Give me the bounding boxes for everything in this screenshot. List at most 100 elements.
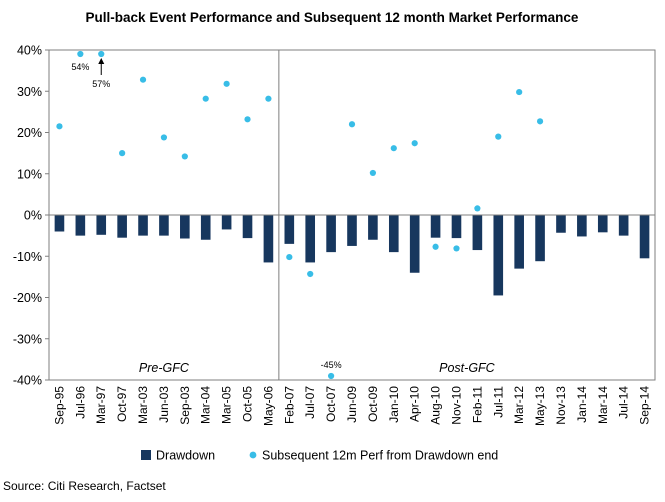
x-tick-label: Jun-09	[345, 386, 359, 423]
x-tick-label: Jul-07	[303, 386, 317, 419]
bar-drawdown	[493, 215, 504, 296]
x-tick-label: Sep-03	[178, 386, 192, 425]
x-tick-label: Feb-11	[470, 386, 484, 423]
x-tick-label: Oct-09	[366, 386, 380, 422]
annotation-label: -45%	[321, 360, 342, 370]
x-tick-label: May-06	[261, 386, 275, 426]
x-tick-label: Apr-10	[408, 386, 422, 422]
chart-title: Pull-back Event Performance and Subseque…	[86, 10, 579, 25]
x-tick-label: Aug-10	[429, 386, 443, 425]
x-tick-label: Jan-10	[387, 386, 401, 423]
bar-drawdown	[535, 215, 545, 262]
x-tick-label: Jul-96	[73, 386, 87, 419]
y-tick-label: 20%	[17, 126, 42, 140]
scatter-point-subsequent-perf	[307, 270, 314, 278]
bar-drawdown	[347, 215, 357, 246]
scatter-point-subsequent-perf	[286, 253, 293, 261]
bar-drawdown	[96, 215, 107, 235]
legend-label-subsequent-perf: Subsequent 12m Perf from Drawdown end	[262, 449, 498, 463]
bar-drawdown	[117, 215, 127, 238]
x-tick-label: Mar-12	[512, 386, 526, 424]
bar-drawdown	[284, 215, 295, 244]
scatter-point-subsequent-perf	[453, 245, 460, 252]
y-tick-label: 40%	[17, 44, 42, 58]
scatter-point-subsequent-perf	[348, 121, 356, 128]
y-tick-label: -30%	[13, 332, 42, 346]
x-tick-label: May-13	[533, 386, 547, 426]
legend: Drawdown Subsequent 12m Perf from Drawdow…	[141, 449, 498, 463]
y-tick-label: 0%	[24, 209, 42, 223]
bar-drawdown	[54, 215, 65, 232]
annotation-label: 57%	[92, 79, 110, 89]
annotation-label: 54%	[71, 62, 89, 72]
x-tick-label: Mar-05	[220, 386, 234, 424]
x-tick-label: Jan-14	[575, 386, 589, 423]
x-tick-label: Sep-95	[52, 386, 66, 425]
bar-drawdown	[305, 215, 316, 263]
bar-drawdown	[451, 215, 462, 239]
x-tick-label: Oct-07	[324, 386, 338, 422]
scatter-point-subsequent-perf	[536, 118, 544, 125]
scatter-point-subsequent-perf	[516, 88, 523, 96]
bar-drawdown	[368, 215, 378, 240]
scatter-point-subsequent-perf	[495, 133, 502, 140]
scatter-point-subsequent-perf	[265, 95, 272, 102]
scatter-point-subsequent-perf	[411, 140, 418, 147]
scatter-point-subsequent-perf	[98, 50, 105, 58]
y-tick-label: -10%	[13, 250, 42, 264]
bar-drawdown	[263, 215, 274, 263]
bar-drawdown	[430, 215, 441, 238]
scatter-point-subsequent-perf	[432, 243, 439, 250]
bar-drawdown	[138, 215, 148, 236]
x-tick-label: Nov-10	[449, 386, 463, 425]
source-note: Source: Citi Research, Factset	[3, 479, 166, 493]
bar-drawdown	[409, 215, 420, 273]
legend-label-drawdown: Drawdown	[156, 449, 215, 463]
x-tick-label: Jul-14	[617, 386, 631, 419]
era-label: Pre-GFC	[139, 361, 190, 375]
era-label: Post-GFC	[439, 361, 496, 375]
scatter-point-subsequent-perf	[244, 116, 251, 123]
x-tick-label: Mar-04	[199, 386, 213, 424]
y-tick-label: -40%	[13, 374, 42, 388]
x-tick-label: Mar-97	[94, 386, 108, 424]
x-tick-label: Oct-97	[115, 386, 129, 422]
scatter-point-subsequent-perf	[119, 150, 126, 157]
scatter-point-subsequent-perf	[328, 372, 335, 380]
bar-drawdown	[388, 215, 399, 253]
scatter-point-subsequent-perf	[474, 205, 481, 212]
scatter-point-subsequent-perf	[369, 169, 376, 177]
x-tick-label: Nov-13	[554, 386, 568, 425]
y-tick-label: 30%	[17, 85, 42, 99]
bar-drawdown	[514, 215, 524, 269]
x-tick-label: Sep-14	[638, 386, 652, 425]
annotation-arrow-head	[98, 58, 105, 64]
bar-drawdown	[75, 215, 86, 236]
bar-drawdown	[472, 215, 483, 251]
legend-swatch-subsequent-perf	[249, 451, 257, 459]
scatter-point-subsequent-perf	[181, 153, 188, 160]
bar-drawdown	[556, 215, 566, 233]
bar-drawdown	[577, 215, 587, 237]
scatter-point-subsequent-perf	[223, 80, 230, 87]
bar-drawdown	[159, 215, 169, 236]
x-tick-label: Feb-07	[282, 386, 296, 424]
x-tick-label: Jul-11	[491, 386, 505, 418]
bar-drawdown	[326, 215, 336, 253]
bar-drawdown	[639, 215, 650, 259]
bar-drawdown	[180, 215, 190, 239]
plot-area: 40% 30% 20% 10% 0% -10% -20% -30% -40% Pre-GFC Pos…	[13, 44, 656, 426]
x-tick-label: Oct-05	[241, 386, 255, 422]
legend-swatch-drawdown	[141, 450, 151, 460]
y-tick-label: 10%	[17, 167, 42, 181]
x-tick-label: Mar-14	[596, 386, 610, 424]
bar-drawdown	[200, 215, 211, 240]
bar-drawdown	[597, 215, 608, 233]
scatter-point-subsequent-perf	[139, 76, 147, 83]
x-tick-label: Jun-03	[157, 386, 171, 423]
scatter-point-subsequent-perf	[160, 134, 168, 141]
bar-drawdown	[221, 215, 232, 230]
y-tick-label: -20%	[13, 291, 42, 305]
